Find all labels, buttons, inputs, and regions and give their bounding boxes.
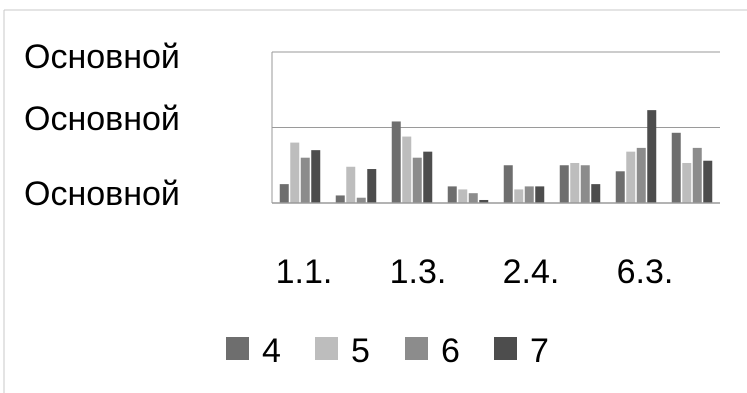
y-tick-label: Основной <box>24 100 180 138</box>
bar-series-6-cat-3 <box>412 157 422 203</box>
legend-swatch <box>226 337 249 360</box>
bar-series-5-cat-1 <box>290 142 300 203</box>
bar-series-7-cat-8 <box>703 160 713 203</box>
bar-series-5-cat-5 <box>514 189 524 203</box>
bar-series-6-cat-5 <box>524 186 534 203</box>
x-tick-label: 1.3. <box>390 253 447 291</box>
bar-series-7-cat-6 <box>591 184 601 203</box>
bar-series-7-cat-1 <box>311 150 321 203</box>
y-tick-label: Основной <box>24 38 180 76</box>
legend-swatch <box>494 337 517 360</box>
bar-series-7-cat-3 <box>423 151 433 203</box>
legend-swatch <box>315 337 338 360</box>
bar-series-6-cat-7 <box>636 147 646 203</box>
bar-series-4-cat-1 <box>279 184 289 203</box>
bar-series-5-cat-8 <box>682 162 692 203</box>
bar-series-7-cat-7 <box>647 110 657 203</box>
x-tick-label: 1.1. <box>276 253 333 291</box>
bar-series-4-cat-4 <box>447 186 457 203</box>
bar-series-6-cat-8 <box>692 147 702 203</box>
legend-item-6: 6 <box>405 332 460 370</box>
bar-series-4-cat-3 <box>391 121 401 203</box>
bar-series-5-cat-3 <box>402 136 412 203</box>
y-tick-label: Основной <box>24 175 180 213</box>
bar-series-6-cat-4 <box>468 193 478 203</box>
bar-series-4-cat-5 <box>503 165 513 203</box>
y-tick-labels: Основной Основной Основной <box>24 38 180 213</box>
bar-series-7-cat-2 <box>367 169 377 203</box>
legend-item-4: 4 <box>226 332 281 370</box>
bars <box>279 110 713 203</box>
bar-series-6-cat-1 <box>300 157 310 203</box>
legend-label: 4 <box>262 332 281 370</box>
bar-series-5-cat-4 <box>458 189 468 203</box>
x-tick-labels: 1.1. 1.3. 2.4. 6.3. <box>276 253 674 291</box>
bar-series-6-cat-2 <box>356 197 366 203</box>
legend-swatch <box>405 337 428 360</box>
x-tick-label: 6.3. <box>617 253 674 291</box>
bar-series-4-cat-8 <box>671 132 681 203</box>
legend-label: 7 <box>530 332 549 370</box>
bar-series-5-cat-2 <box>346 166 356 203</box>
bar-series-5-cat-7 <box>626 151 636 203</box>
legend-item-7: 7 <box>494 332 549 370</box>
gridlines <box>272 51 720 128</box>
bar-series-4-cat-6 <box>559 165 569 203</box>
legend-label: 5 <box>351 332 370 370</box>
bar-series-6-cat-6 <box>580 165 590 203</box>
bar-series-4-cat-7 <box>615 171 625 203</box>
axes <box>271 52 720 204</box>
x-tick-label: 2.4. <box>503 253 560 291</box>
bar-series-4-cat-2 <box>335 195 345 203</box>
legend: 4 5 6 7 <box>226 332 549 370</box>
legend-item-5: 5 <box>315 332 370 370</box>
legend-label: 6 <box>441 332 460 370</box>
bar-series-7-cat-5 <box>535 186 545 203</box>
bar-series-7-cat-4 <box>479 199 489 203</box>
bar-series-5-cat-6 <box>570 162 580 203</box>
